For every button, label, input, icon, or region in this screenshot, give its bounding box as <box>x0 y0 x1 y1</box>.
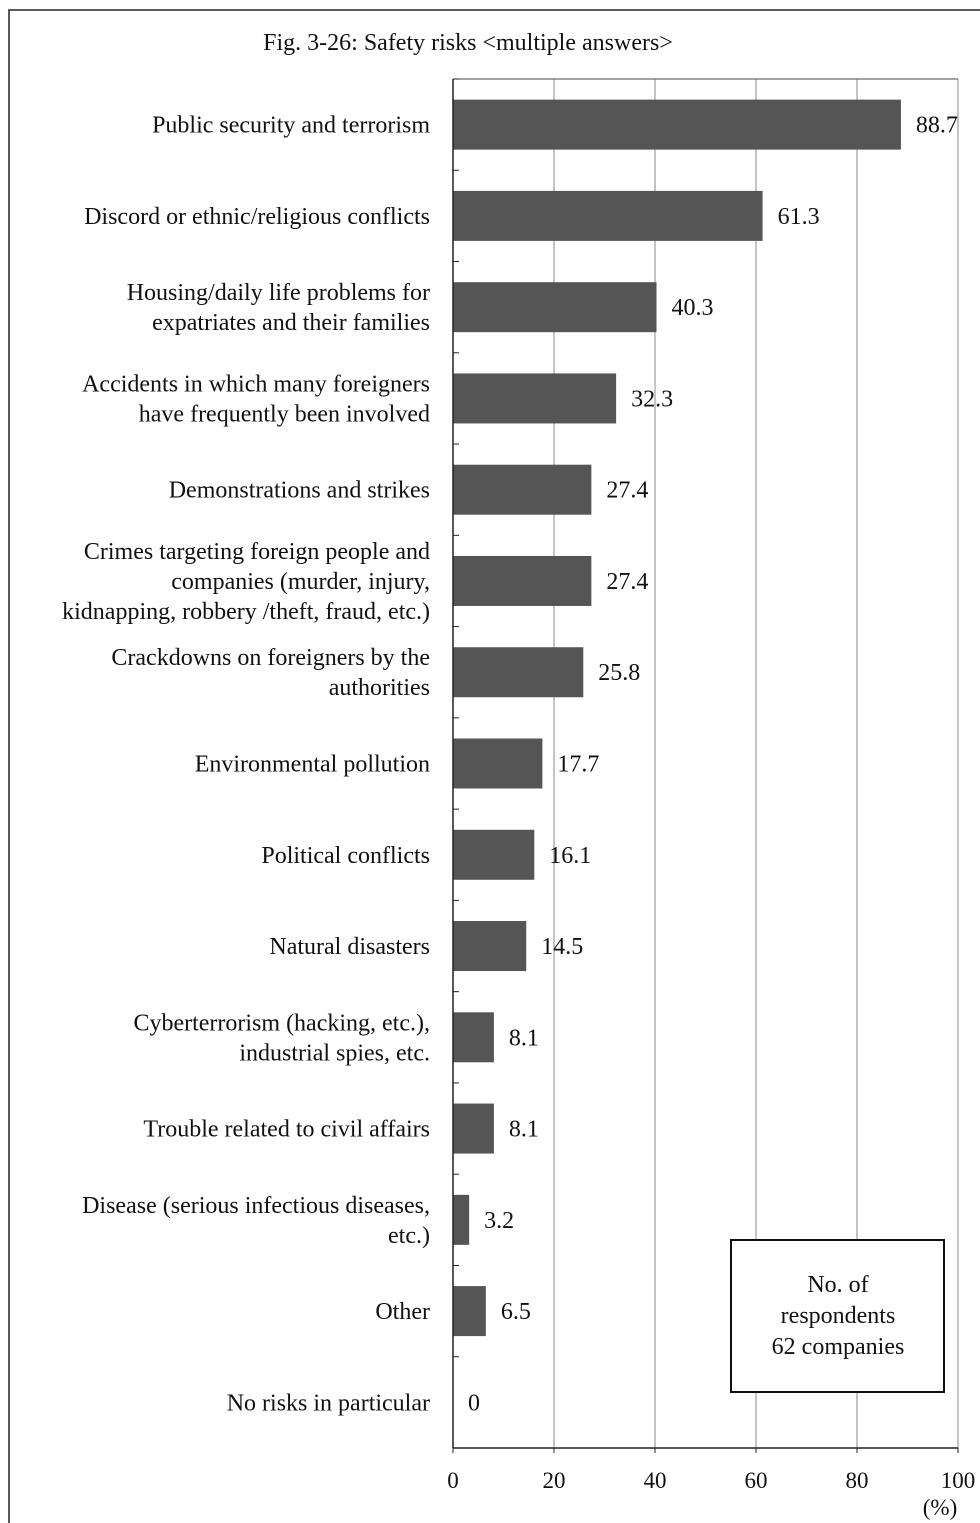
value-label: 3.2 <box>484 1208 514 1234</box>
bar <box>453 190 763 241</box>
x-tick-label: 60 <box>745 1468 768 1493</box>
x-tick-labels: 0 20 40 60 80 100 <box>447 1468 975 1493</box>
respondents-note-box <box>730 1239 945 1393</box>
category-label: Trouble related to civil affairs <box>143 1117 430 1143</box>
bar <box>453 1103 494 1154</box>
value-label: 17.7 <box>557 752 599 778</box>
value-label: 88.7 <box>916 113 958 139</box>
category-label: Natural disasters <box>269 934 430 960</box>
bar <box>453 1286 486 1337</box>
category-label: Crackdowns on foreigners by the authoriti… <box>111 645 430 701</box>
category-label: Crimes targeting foreign people and compa… <box>62 539 430 625</box>
bar <box>453 373 617 424</box>
bar <box>453 99 901 150</box>
x-tick-label: 0 <box>447 1468 459 1493</box>
category-label: Discord or ethnic/religious conflicts <box>84 204 430 230</box>
bar <box>453 1012 494 1063</box>
x-tick-label: 40 <box>644 1468 667 1493</box>
value-label: 16.1 <box>549 843 591 869</box>
bar <box>453 464 592 515</box>
x-tick-label: 20 <box>543 1468 566 1493</box>
bar <box>453 738 543 789</box>
category-label: Demonstrations and strikes <box>169 478 430 504</box>
respondents-note: No. of respondents 62 companies <box>730 1239 945 1393</box>
category-label: Environmental pollution <box>195 752 430 778</box>
chart-frame <box>8 9 980 1523</box>
category-label: Housing/daily life problems for expatriat… <box>127 280 430 336</box>
bar <box>453 555 592 606</box>
respondents-note-line: 62 companies <box>772 1334 905 1360</box>
value-label: 6.5 <box>501 1299 531 1325</box>
category-label: Cyberterrorism (hacking, etc.), industria… <box>133 1010 430 1066</box>
category-label: Disease (serious infectious diseases, etc… <box>82 1193 430 1249</box>
respondents-note-line: No. of <box>807 1272 868 1298</box>
axes <box>452 78 959 1453</box>
x-unit-label: (%) <box>923 1495 957 1520</box>
value-label: 61.3 <box>778 204 820 230</box>
value-label: 27.4 <box>606 569 648 595</box>
bar <box>453 1194 470 1245</box>
value-label: 0 <box>468 1390 480 1416</box>
bar <box>453 647 584 698</box>
category-label: Public security and terrorism <box>152 113 430 139</box>
category-label: Political conflicts <box>261 843 430 869</box>
category-label: Accidents in which many foreigners have f… <box>82 371 430 427</box>
value-label: 40.3 <box>672 295 714 321</box>
bar <box>453 282 657 333</box>
value-label: 27.4 <box>606 478 648 504</box>
bar <box>453 829 535 880</box>
respondents-note-line: respondents <box>781 1303 896 1329</box>
bar <box>453 921 527 972</box>
value-label: 8.1 <box>509 1117 539 1143</box>
category-labels: Public security and terrorism Discord or … <box>62 113 430 1417</box>
category-label: Other <box>375 1299 430 1325</box>
category-label: No risks in particular <box>227 1390 430 1416</box>
x-tick-label: 80 <box>846 1468 869 1493</box>
value-label: 14.5 <box>541 934 583 960</box>
value-label: 25.8 <box>598 660 640 686</box>
value-labels: 88.7 61.3 40.3 32.3 27.4 27.4 25.8 17.7 16.1 14.5… <box>468 113 958 1417</box>
bars <box>453 99 901 1337</box>
chart-title: Fig. 3-26: Safety risks <multiple answer… <box>263 30 673 56</box>
value-label: 8.1 <box>509 1025 539 1051</box>
value-label: 32.3 <box>631 386 673 412</box>
x-tick-label: 100 <box>941 1468 976 1493</box>
